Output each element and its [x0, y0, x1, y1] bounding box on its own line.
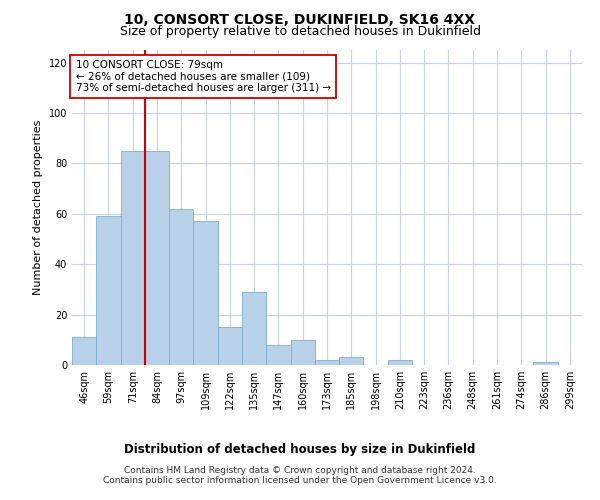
Bar [145, 151, 169, 365]
Y-axis label: Number of detached properties: Number of detached properties [33, 120, 43, 295]
Bar [218, 327, 242, 365]
Bar [315, 360, 339, 365]
Bar [533, 362, 558, 365]
Bar [96, 216, 121, 365]
Bar [169, 209, 193, 365]
Bar [72, 338, 96, 365]
Bar [388, 360, 412, 365]
Bar [193, 222, 218, 365]
Text: 10 CONSORT CLOSE: 79sqm
← 26% of detached houses are smaller (109)
73% of semi-d: 10 CONSORT CLOSE: 79sqm ← 26% of detache… [76, 60, 331, 94]
Text: Distribution of detached houses by size in Dukinfield: Distribution of detached houses by size … [124, 442, 476, 456]
Text: 10, CONSORT CLOSE, DUKINFIELD, SK16 4XX: 10, CONSORT CLOSE, DUKINFIELD, SK16 4XX [125, 12, 476, 26]
Text: Contains HM Land Registry data © Crown copyright and database right 2024.
Contai: Contains HM Land Registry data © Crown c… [103, 466, 497, 485]
Bar [266, 345, 290, 365]
Bar [121, 151, 145, 365]
Bar [339, 358, 364, 365]
Bar [242, 292, 266, 365]
Bar [290, 340, 315, 365]
Text: Size of property relative to detached houses in Dukinfield: Size of property relative to detached ho… [119, 25, 481, 38]
